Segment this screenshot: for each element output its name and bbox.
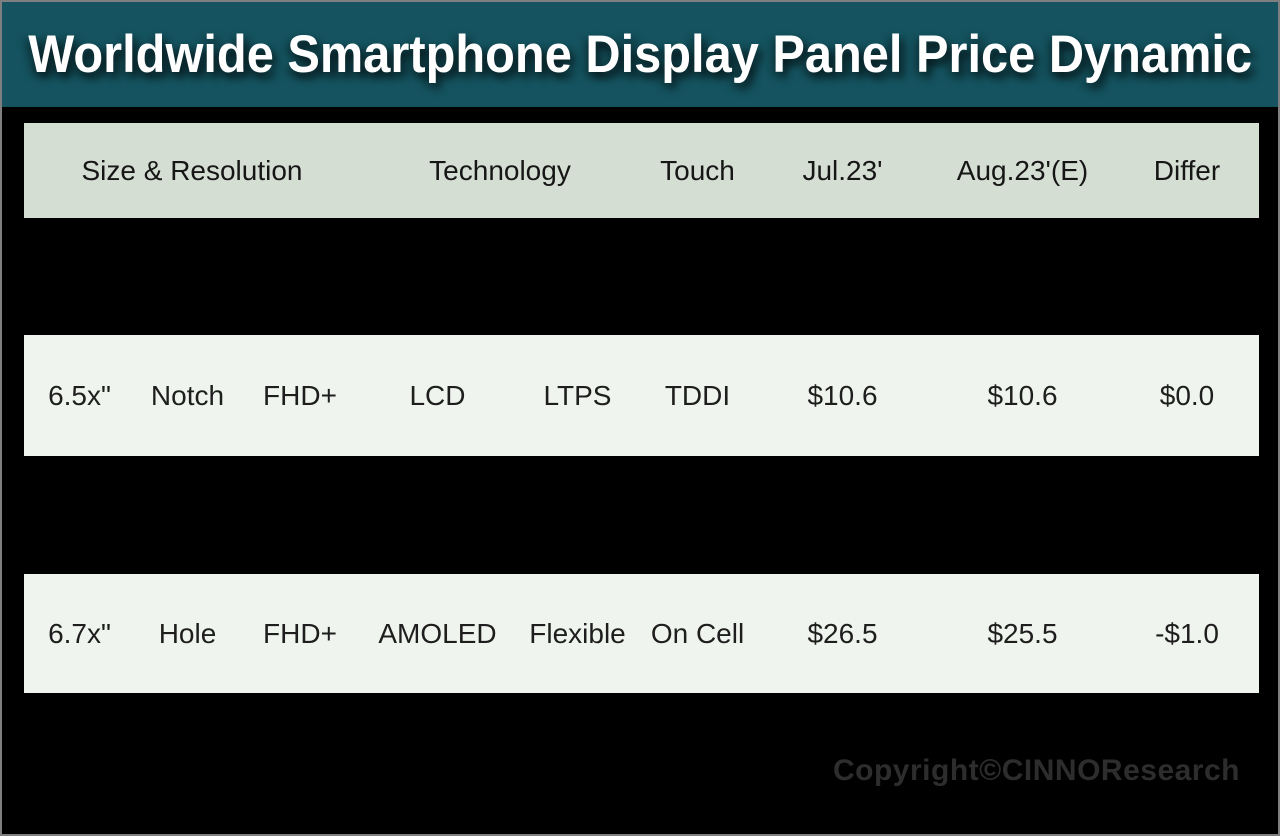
cell-differ: $0.0 [1159, 379, 1215, 411]
column-header-technology: Technology [429, 154, 571, 186]
table-row-lcd-panel: 6.5x" Notch FHD+ LCD LTPS TDDI $10.6 $10… [24, 335, 1259, 456]
cell-aug-price: $10.6 [987, 379, 1058, 411]
cell-tech-type: AMOLED [378, 617, 497, 649]
cell-aug-price: $25.5 [987, 617, 1058, 649]
table-header-row: Size & Resolution Technology Touch Jul.2… [24, 123, 1259, 218]
cell-cutout: Hole [158, 617, 217, 649]
cell-touch: On Cell [650, 617, 745, 649]
copyright-watermark: Copyright©CINNOResearch [832, 754, 1240, 787]
cell-tech-backplane: LTPS [543, 379, 612, 411]
table-row-amoled-panel: 6.7x" Hole FHD+ AMOLED Flexible On Cell … [24, 574, 1259, 693]
column-header-touch: Touch [660, 154, 735, 186]
page-title: Worldwide Smartphone Display Panel Price… [28, 25, 1252, 84]
cell-size: 6.7x" [48, 617, 111, 649]
title-banner: Worldwide Smartphone Display Panel Price… [2, 2, 1278, 107]
cell-resolution: FHD+ [263, 379, 337, 411]
cell-tech-type: LCD [409, 379, 466, 411]
cell-size: 6.5x" [48, 379, 111, 411]
cell-touch: TDDI [664, 379, 731, 411]
column-header-differ: Differ [1153, 154, 1221, 186]
column-header-aug23e: Aug.23'(E) [956, 154, 1089, 186]
column-header-size-resolution: Size & Resolution [81, 154, 303, 186]
cell-differ: -$1.0 [1155, 617, 1219, 649]
cell-resolution: FHD+ [263, 617, 337, 649]
cell-cutout: Notch [150, 379, 225, 411]
cell-jul-price: $10.6 [807, 379, 878, 411]
cell-tech-backplane: Flexible [529, 617, 626, 649]
column-header-jul23: Jul.23' [802, 154, 883, 186]
cell-jul-price: $26.5 [807, 617, 878, 649]
